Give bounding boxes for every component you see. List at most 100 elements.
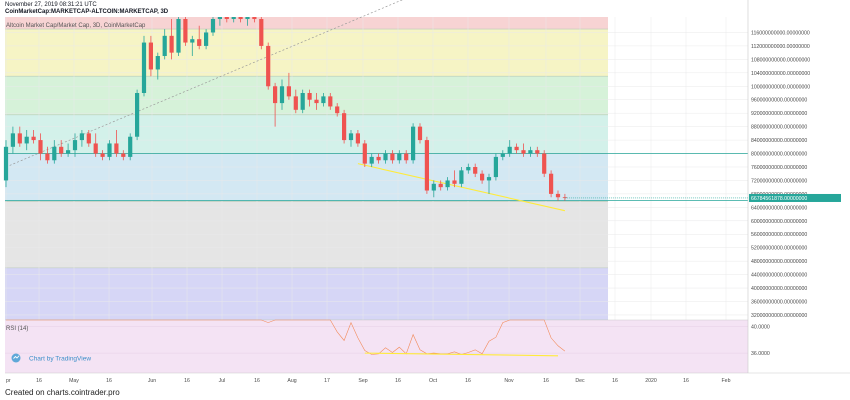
candle-body <box>397 153 402 161</box>
candle-63 <box>438 180 443 191</box>
candle-49 <box>342 109 347 144</box>
candle-body <box>190 39 195 43</box>
candle-41 <box>286 72 291 100</box>
candle-59 <box>411 123 416 164</box>
rsi-tick-label: 40.0000 <box>751 325 770 331</box>
candle-39 <box>273 82 278 127</box>
candle-2 <box>17 126 22 147</box>
price-tick-label: 84000000000.00000000 <box>751 138 807 144</box>
candle-body <box>342 113 347 141</box>
tradingview-watermark[interactable]: Chart by TradingView <box>11 353 92 363</box>
candle-body <box>542 153 547 174</box>
candle-body <box>480 173 485 181</box>
candle-body <box>79 133 84 141</box>
candle-body <box>107 143 112 157</box>
candle-body <box>314 99 319 104</box>
candle-31 <box>217 17 222 26</box>
candle-74 <box>514 143 519 154</box>
candle-68 <box>473 163 478 178</box>
candle-body <box>141 42 147 94</box>
time-tick-label: 17 <box>324 378 330 384</box>
zone-band-0 <box>5 17 608 30</box>
candle-body <box>500 153 505 157</box>
candle-body <box>17 133 22 144</box>
zone-band-1 <box>5 29 608 77</box>
candle-body <box>72 140 78 151</box>
candle-body <box>273 86 278 104</box>
candle-body <box>459 170 464 184</box>
candle-30 <box>210 17 216 36</box>
candle-12 <box>86 129 91 147</box>
zone-band-6 <box>5 267 608 320</box>
candle-28 <box>197 25 202 50</box>
price-tick-label: 116000000000.00000000 <box>751 30 810 36</box>
zone-band-4 <box>5 153 608 202</box>
candle-body <box>417 126 423 141</box>
price-tick-label: 56000000000.00000000 <box>751 232 807 238</box>
candle-body <box>59 146 64 154</box>
candle-body <box>162 35 167 57</box>
candle-body <box>3 146 9 181</box>
rsi-background <box>5 320 748 373</box>
time-tick-label: Oct <box>429 378 438 384</box>
candle-body <box>38 140 43 154</box>
price-tick-label: 60000000000.00000000 <box>751 219 807 225</box>
time-tick-label: 16 <box>683 378 689 384</box>
candle-33 <box>231 17 236 23</box>
candle-53 <box>369 153 374 167</box>
rsi-trendline <box>364 352 559 357</box>
candle-6 <box>45 146 50 164</box>
candle-52 <box>362 140 367 167</box>
price-tick-label: 40000000000.00000000 <box>751 286 807 292</box>
candle-80 <box>555 190 561 201</box>
price-tick-label: 52000000000.00000000 <box>751 246 807 252</box>
candle-body <box>210 19 216 33</box>
candle-47 <box>328 93 333 110</box>
candle-5 <box>38 133 43 161</box>
candle-body <box>169 35 174 53</box>
time-tick-label: Dec <box>575 378 585 384</box>
candle-54 <box>376 153 381 164</box>
candle-7 <box>52 140 57 164</box>
candle-66 <box>459 166 464 188</box>
candle-22 <box>155 52 160 80</box>
candle-body <box>445 180 450 188</box>
candle-78 <box>542 150 547 178</box>
candle-body <box>245 17 250 20</box>
candle-44 <box>307 89 312 107</box>
watermark-text: Chart by TradingView <box>29 356 91 363</box>
candle-body <box>549 173 554 194</box>
price-tick-label: 104000000000.00000000 <box>751 71 810 77</box>
trendline-0 <box>5 0 403 168</box>
candle-32 <box>224 17 229 23</box>
candle-body <box>383 153 388 161</box>
candle-36 <box>252 17 257 23</box>
candle-51 <box>355 129 360 147</box>
candle-body <box>217 17 222 20</box>
candle-3 <box>24 129 29 151</box>
candle-body <box>335 106 340 114</box>
candle-14 <box>100 150 105 161</box>
candle-64 <box>445 177 450 191</box>
candle-62 <box>431 180 436 198</box>
candle-11 <box>79 129 84 147</box>
candle-body <box>121 153 126 157</box>
candle-body <box>204 32 209 46</box>
candle-body <box>466 166 471 171</box>
symbol-title: CoinMarketCap:MARKETCAP-ALTCOIN:MARKETCA… <box>5 9 169 15</box>
time-tick-label: 16 <box>395 378 401 384</box>
zone-band-3 <box>5 114 608 154</box>
time-tick-label: 16 <box>254 378 260 384</box>
candle-body <box>307 93 312 100</box>
candle-body <box>411 126 416 161</box>
candle-body <box>452 180 457 184</box>
candle-body <box>404 153 409 161</box>
candle-body <box>176 19 181 53</box>
candle-35 <box>245 17 250 26</box>
candle-8 <box>59 140 64 157</box>
rsi-title: RSI (14) <box>6 326 28 332</box>
candle-38 <box>266 42 271 90</box>
candle-81 <box>562 193 567 201</box>
candle-body <box>259 19 264 46</box>
